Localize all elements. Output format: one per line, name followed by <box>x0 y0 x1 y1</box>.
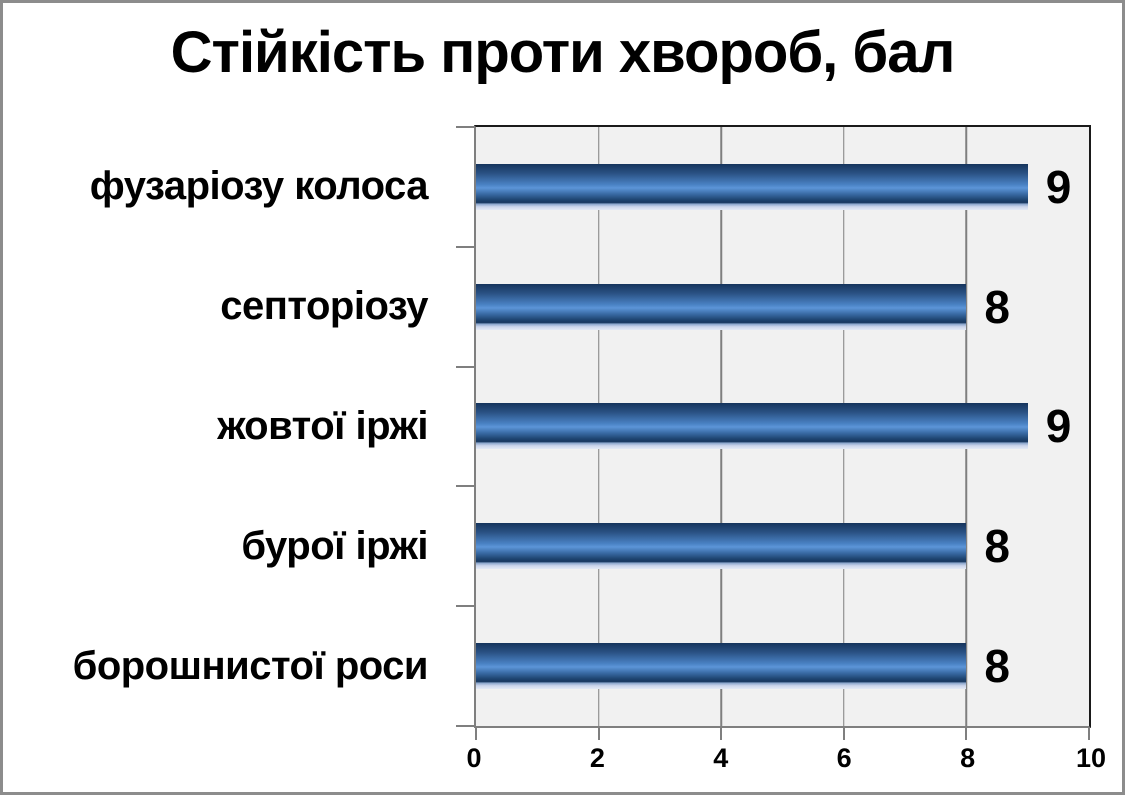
chart-title: Стійкість проти хвороб, бал <box>170 20 956 85</box>
bar <box>476 403 1028 450</box>
category-label: жовтої іржі <box>217 403 428 448</box>
bar <box>476 163 1028 210</box>
category-label: септоріозу <box>220 284 428 329</box>
bar <box>476 283 967 330</box>
x-axis-tick <box>597 728 600 740</box>
bar-value-label: 9 <box>1045 160 1072 213</box>
bar-row: 8 <box>476 486 1089 606</box>
x-axis-labels: 0 2 4 6 8 10 <box>466 742 1106 782</box>
category-label: бурої іржі <box>241 523 428 568</box>
x-axis-tick-label: 10 <box>1075 743 1107 773</box>
plot-area: 9 8 9 8 8 <box>456 125 1091 740</box>
bar <box>476 643 967 690</box>
bar-row: 9 <box>476 127 1089 247</box>
x-axis-tick <box>842 728 845 740</box>
category-axis-tick <box>456 725 474 727</box>
bar-value-label: 8 <box>984 640 1010 693</box>
x-axis-tick-label: 0 <box>466 743 482 773</box>
category-axis-labels: фузаріозу колоса септоріозу жовтої іржі бур… <box>3 127 429 726</box>
category-axis-tick <box>456 605 474 608</box>
x-axis-tick <box>720 728 723 740</box>
bar-value-label: 8 <box>984 280 1010 333</box>
category-axis-tick <box>456 365 474 368</box>
category-axis-tick <box>456 485 474 488</box>
bar <box>476 523 967 570</box>
x-axis-tick-label: 4 <box>713 743 729 773</box>
x-axis-tick-label: 6 <box>836 743 852 773</box>
x-axis-tick-label: 8 <box>960 743 976 773</box>
category-axis-tick <box>456 126 474 128</box>
category-label: борошнистої роси <box>72 643 429 688</box>
category-label: фузаріозу колоса <box>89 164 429 209</box>
category-axis-tick <box>456 245 474 248</box>
bar-row: 8 <box>476 247 1089 367</box>
x-axis-tick <box>965 728 968 740</box>
bar-value-label: 8 <box>984 520 1010 573</box>
bar-row: 8 <box>476 606 1089 726</box>
x-axis-tick <box>1088 728 1090 740</box>
bar-value-label: 9 <box>1045 400 1072 453</box>
bar-row: 9 <box>476 367 1089 487</box>
x-axis-tick <box>475 728 477 740</box>
x-axis-tick-label: 2 <box>589 743 605 773</box>
